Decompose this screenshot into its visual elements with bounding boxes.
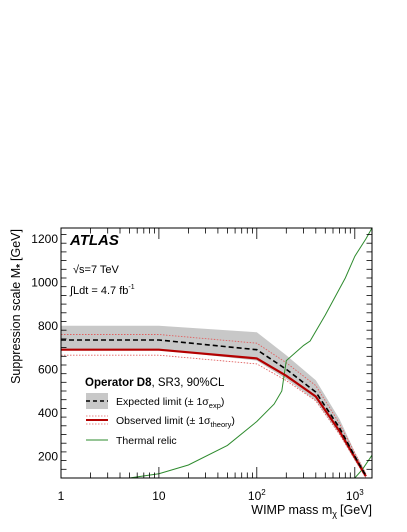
legend-observed-label: Observed limit (± 1σtheory) [116, 415, 235, 429]
x-tick-label-base: 10 [248, 489, 262, 503]
x-tick-label: 1 [58, 489, 65, 503]
y-axis-title-text: Suppression scale M [9, 268, 23, 384]
y-axis-title-unit: [GeV] [9, 229, 23, 261]
x-tick-label-exponent: 2 [261, 488, 266, 497]
observed-band-lower [61, 354, 367, 478]
legend-expected-label: Expected limit (± 1σexp) [116, 396, 224, 410]
x-tick-label: 10 [152, 489, 166, 503]
x-axis-title-sub: χ [332, 509, 337, 519]
expected-limit-line [61, 339, 367, 477]
experiment-label: ATLAS [69, 232, 119, 249]
y-tick-label: 1000 [31, 275, 58, 289]
expected-band [61, 325, 366, 478]
y-axis-title-sub: * [15, 264, 26, 268]
legend-observed-sub: theory [211, 420, 232, 429]
x-axis-title: WIMP mass mχ [GeV] [251, 503, 372, 519]
x-tick-label-base: 1 [58, 489, 65, 503]
legend: Operator D8, SR3, 90%CL Expected limit (… [85, 377, 235, 447]
legend-title-rest: , SR3, 90%CL [151, 377, 224, 389]
y-axis-title: Suppression scale M* [GeV] [9, 229, 26, 384]
x-axis-title-unit: [GeV] [340, 503, 372, 517]
x-tick-label-base: 10 [152, 489, 166, 503]
x-tick-label-exponent: 3 [359, 488, 364, 497]
legend-expected-sub: exp [209, 401, 221, 410]
y-tick-label: 600 [38, 362, 58, 376]
y-tick-label: 1200 [31, 232, 58, 246]
lumi-text: ∫Ldt = 4.7 fb [69, 285, 128, 297]
legend-expected-close: ) [221, 396, 225, 408]
x-axis-title-text: WIMP mass m [251, 503, 332, 517]
legend-expected-text: Expected limit (± 1σ [116, 396, 209, 408]
lumi-superscript: -1 [128, 284, 134, 291]
x-tick-label: 103 [346, 488, 364, 503]
y-tick-label: 200 [38, 449, 58, 463]
legend-observed-text: Observed limit (± 1σ [116, 415, 211, 427]
legend-title-bold: Operator D8 [85, 377, 152, 389]
plot-frame [60, 227, 373, 479]
y-tick-label: 800 [38, 319, 58, 333]
legend-observed-close: ) [231, 415, 235, 427]
y-tick-label: 400 [38, 406, 58, 420]
observed-band-upper [61, 334, 367, 474]
x-tick-label: 102 [248, 488, 266, 503]
legend-title: Operator D8, SR3, 90%CL [85, 377, 225, 389]
legend-relic-label: Thermal relic [116, 435, 177, 447]
energy-label: √s=7 TeV [73, 264, 120, 276]
lumi-label: ∫Ldt = 4.7 fb-1 [69, 284, 135, 297]
observed-limit-line [61, 348, 367, 477]
x-tick-label-base: 10 [346, 489, 360, 503]
thermal-relic-line [125, 228, 372, 478]
